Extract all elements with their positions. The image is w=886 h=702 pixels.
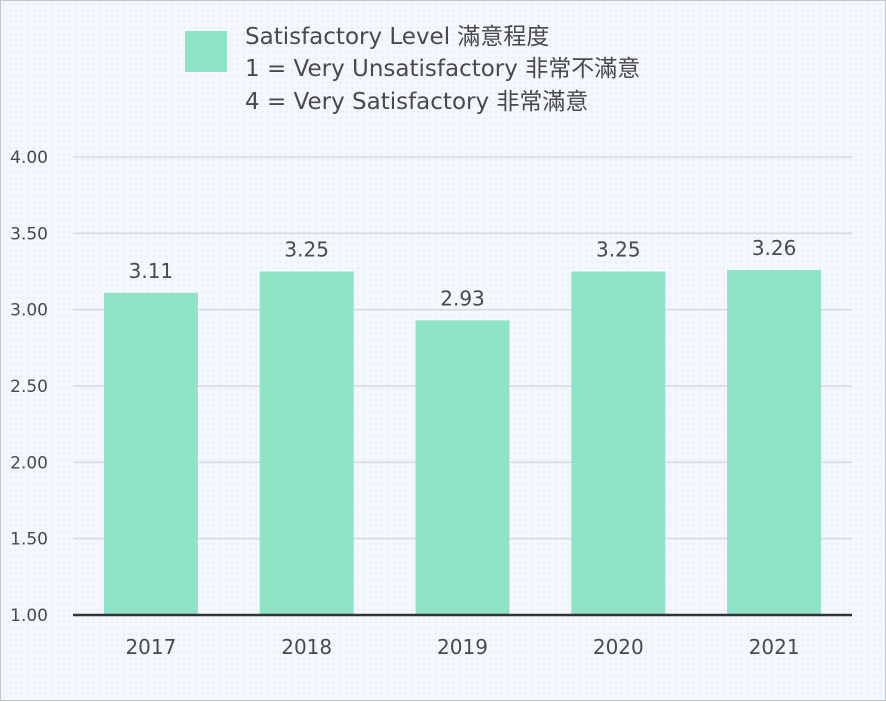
bar (727, 269, 822, 615)
bars (103, 269, 822, 615)
legend-series-name: Satisfactory Level 滿意程度 (245, 24, 550, 50)
y-tick-label: 3.50 (10, 224, 48, 244)
bar (571, 271, 666, 615)
x-tick-label: 2018 (281, 635, 332, 659)
x-tick-label: 2020 (593, 635, 644, 659)
x-tick-label: 2017 (125, 635, 176, 659)
data-label: 3.11 (129, 259, 174, 283)
legend-scale-max-note: 4 = Very Satisfactory 非常滿意 (245, 89, 589, 115)
data-label: 3.25 (284, 238, 329, 262)
y-axis-tick-labels: 1.00 1.50 2.00 2.50 3.00 3.50 4.00 (10, 148, 48, 626)
data-labels: 3.11 3.25 2.93 3.25 3.26 (129, 236, 797, 310)
x-tick-label: 2021 (749, 635, 800, 659)
y-tick-label: 1.50 (10, 530, 48, 550)
y-tick-label: 2.50 (10, 377, 48, 397)
bar (415, 320, 510, 615)
data-label: 3.25 (596, 238, 641, 262)
y-tick-label: 2.00 (10, 453, 48, 473)
legend-scale-min-note: 1 = Very Unsatisfactory 非常不滿意 (245, 56, 641, 82)
data-label: 3.26 (752, 236, 797, 260)
y-tick-label: 4.00 (10, 148, 48, 168)
legend-swatch (185, 31, 227, 72)
bar (103, 292, 198, 615)
data-label: 2.93 (440, 286, 485, 310)
x-tick-label: 2019 (437, 635, 488, 659)
legend: Satisfactory Level 滿意程度 1 = Very Unsatis… (185, 21, 685, 121)
y-tick-label: 3.00 (10, 301, 48, 321)
bar (259, 271, 354, 615)
x-axis-tick-labels: 2017 2018 2019 2020 2021 (125, 635, 799, 659)
y-tick-label: 1.00 (10, 606, 48, 626)
